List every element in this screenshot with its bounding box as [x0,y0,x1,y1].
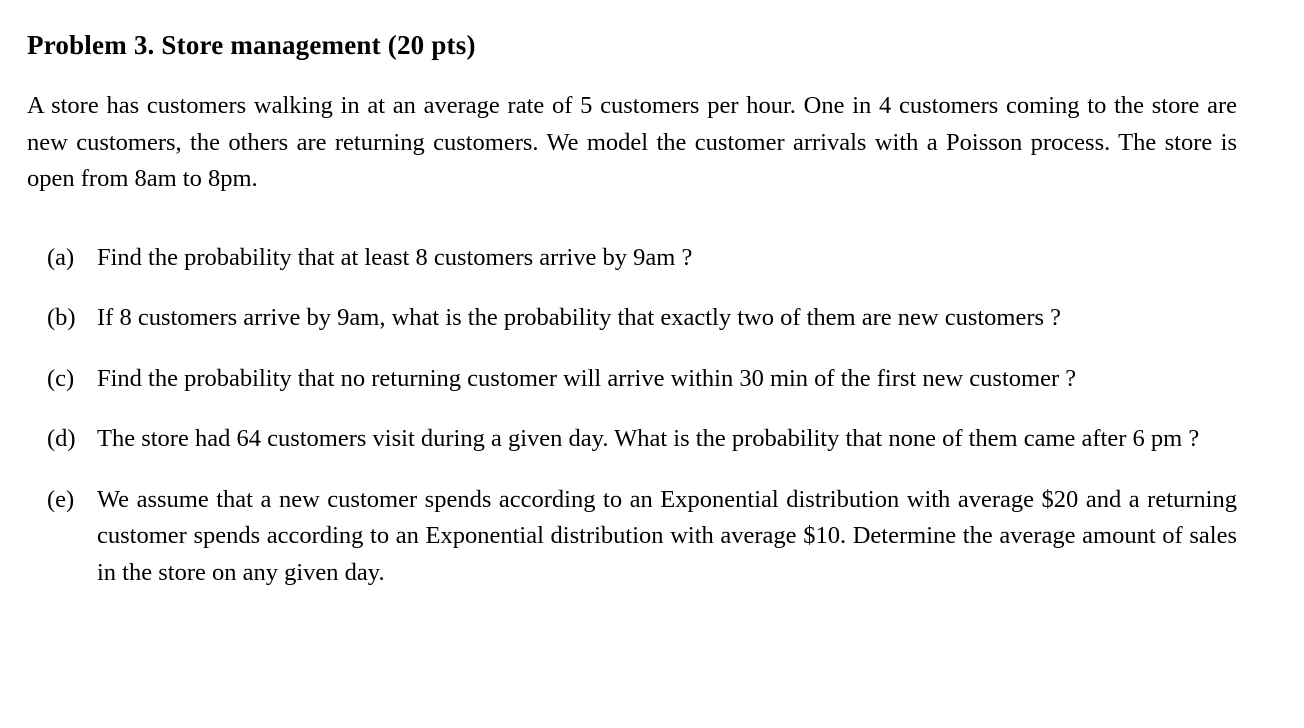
item-label: (d) [47,425,76,452]
problem-item-a: (a) Find the probability that at least 8… [27,240,1237,277]
problem-item-e: (e) We assume that a new customer spends… [27,482,1237,592]
problem-intro: A store has customers walking in at an a… [27,92,1237,192]
item-label: (b) [47,304,76,331]
item-text: Find the probability that at least 8 cus… [97,243,693,271]
item-text: Find the probability that no returning c… [97,364,1077,392]
item-text: The store had 64 customers visit during … [97,425,1200,452]
item-text: We assume that a new customer spends acc… [97,485,1237,586]
problem-item-b: (b) If 8 customers arrive by 9am, what i… [27,300,1237,337]
item-text: If 8 customers arrive by 9am, what is th… [97,304,1062,331]
document-page: Problem 3. Store management (20 pts) A s… [27,28,1237,615]
item-label: (a) [47,243,75,271]
item-label: (c) [47,364,75,392]
item-label: (e) [47,485,75,513]
problem-parts-list: (a) Find the probability that at least 8… [27,240,1237,592]
problem-item-c: (c) Find the probability that no returni… [27,361,1237,398]
problem-item-d: (d) The store had 64 customers visit dur… [27,421,1237,458]
problem-title: Problem 3. Store management (20 pts) [27,30,476,60]
